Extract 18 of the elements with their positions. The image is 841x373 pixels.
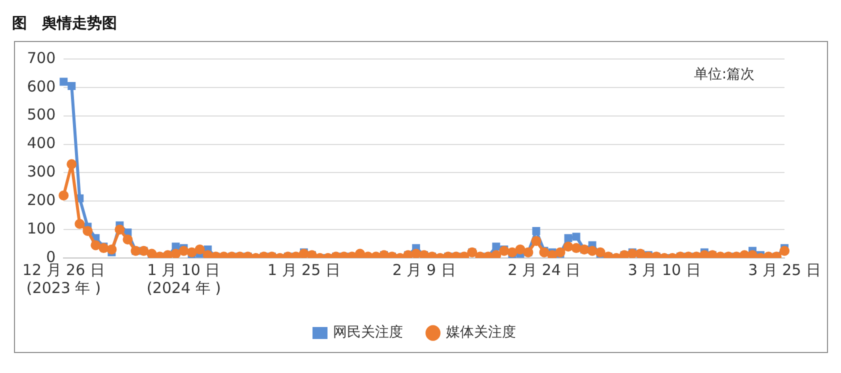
y-tick-label: 700 — [26, 48, 56, 67]
annotation: 单位:篇次 — [694, 66, 755, 83]
x-tick-label: 1 月 25 日 — [267, 260, 340, 279]
chart-title: 图 舆情走势图 — [11, 13, 118, 34]
y-tick-label: 200 — [26, 191, 56, 210]
y-tick-label: 400 — [26, 134, 56, 152]
y-tick-label: 100 — [26, 219, 56, 238]
y-tick-label: 300 — [26, 162, 56, 181]
x-tick-label: 2 月 24 日 — [508, 260, 581, 279]
x-tick-label: 3 月 10 日 — [628, 260, 701, 279]
x-tick-label: 1 月 10 日 (2024 年 ) — [146, 260, 221, 297]
legend-label: 媒体关注度 — [446, 324, 516, 341]
x-tick-label: 3 月 25 日 — [748, 260, 821, 279]
x-tick-label: 12 月 26 日 (2023 年 ) — [22, 260, 105, 297]
y-tick-label: 500 — [26, 106, 56, 124]
y-tick-label: 600 — [26, 77, 56, 96]
legend-label: 网民关注度 — [333, 324, 403, 341]
x-tick-label: 2 月 9 日 — [392, 260, 456, 279]
